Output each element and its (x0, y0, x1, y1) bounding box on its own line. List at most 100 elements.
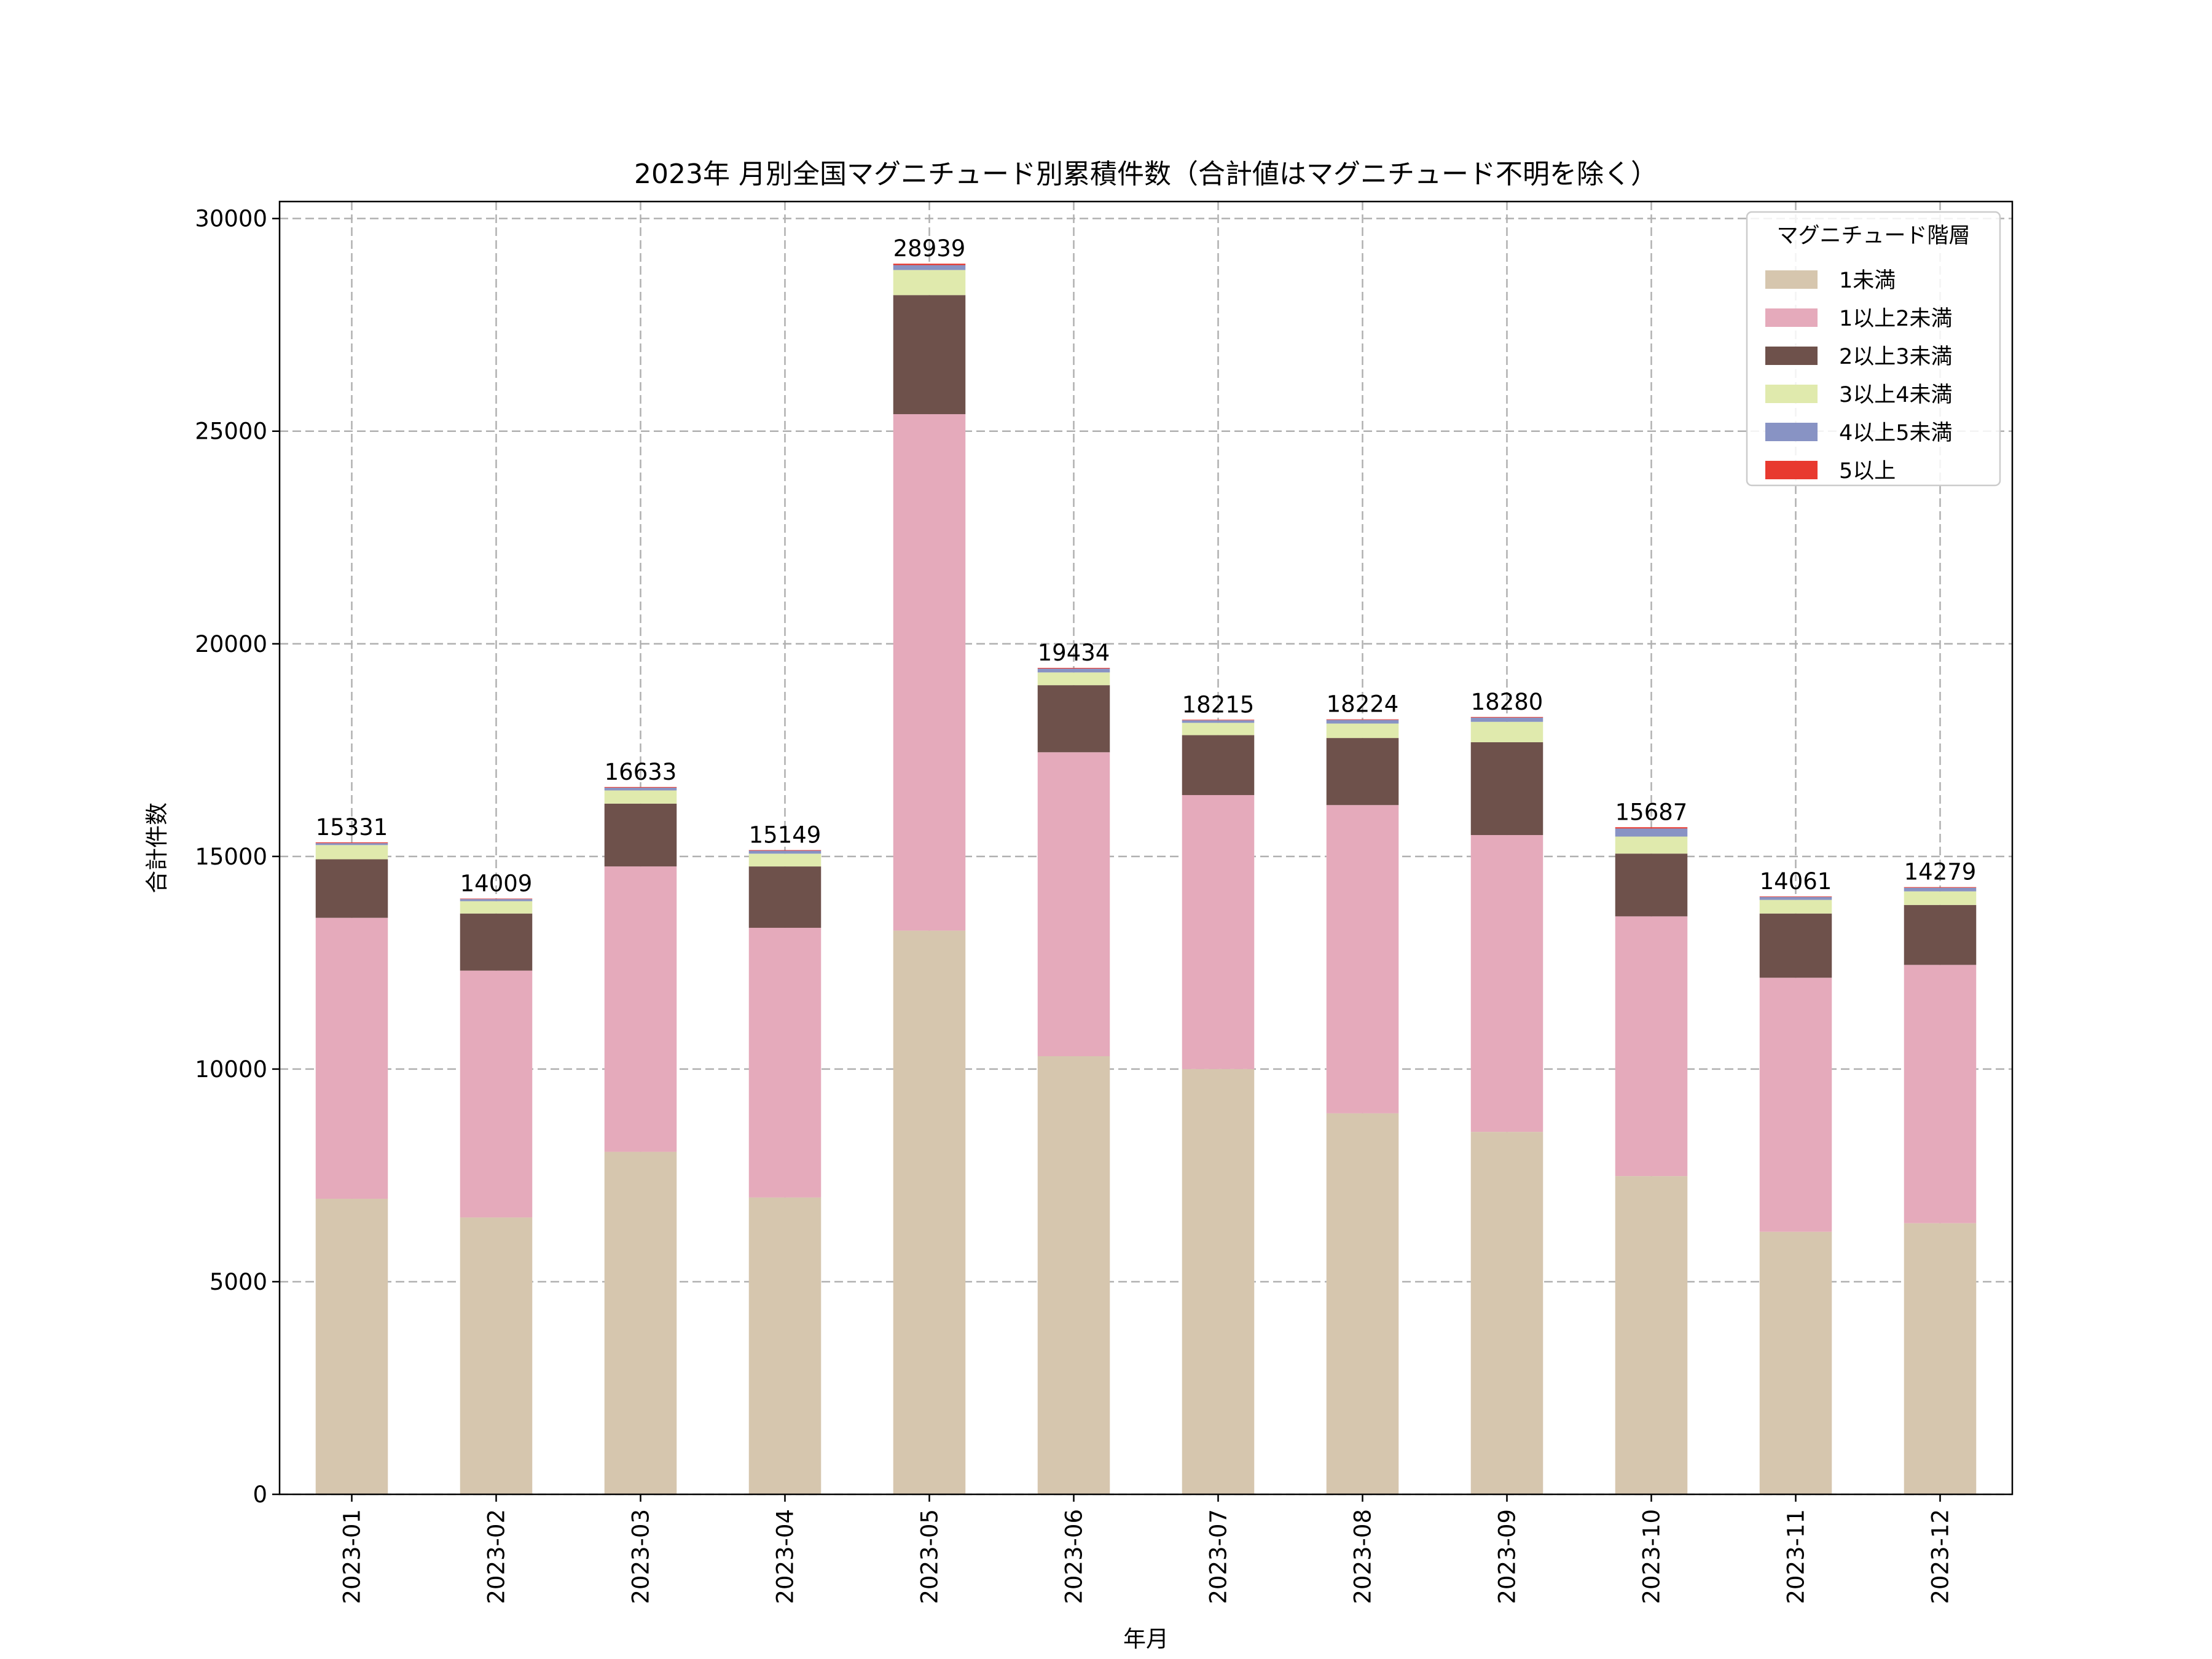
bar-segment (1470, 742, 1543, 836)
bar-segment (1470, 835, 1543, 1132)
bar-segment (1326, 1113, 1399, 1494)
bar-segment (1037, 669, 1110, 673)
legend-swatch (1765, 423, 1818, 441)
y-tick-label: 10000 (195, 1056, 267, 1083)
bar-segment (604, 866, 677, 1152)
bar-segment (1182, 735, 1255, 795)
legend-label: 5以上 (1839, 459, 1896, 484)
x-tick-label: 2023-05 (917, 1509, 943, 1604)
legend-label: 1以上2未満 (1839, 307, 1953, 331)
legend-swatch (1765, 347, 1818, 365)
bar-segment (748, 853, 822, 867)
bar-segment (1759, 1231, 1832, 1494)
bar-segment (748, 866, 822, 928)
legend: マグニチュード階層 1未満 1以上2未満 2以上3未満 3以上4未満 4以上5未満 5以上 (1746, 211, 2001, 487)
bar-segment (1615, 828, 1688, 837)
bar-segment (893, 264, 966, 265)
bar-segment (604, 803, 677, 867)
bar-segment (1904, 1223, 1977, 1494)
bar-segment (1759, 896, 1832, 900)
bar-segment (1326, 723, 1399, 739)
y-tick-label: 25000 (195, 418, 267, 445)
total-label: 18280 (1471, 689, 1543, 715)
bar-segment (460, 899, 533, 901)
bar-segment (1470, 717, 1543, 722)
legend-label: 2以上3未満 (1839, 345, 1953, 369)
bar-segment (1037, 672, 1110, 686)
y-tick-label: 30000 (195, 206, 267, 232)
bar-segment (1037, 685, 1110, 753)
legend-label: 1未満 (1839, 269, 1896, 293)
bar-segment (748, 850, 822, 851)
y-tick-label: 5000 (210, 1269, 267, 1295)
bar-segment (1759, 978, 1832, 1232)
bar-segment (1037, 667, 1110, 669)
bar-segment (1615, 827, 1688, 829)
y-axis-label: 合計件数 (144, 802, 170, 893)
legend-swatch (1765, 270, 1818, 289)
x-tick-label: 2023-06 (1061, 1509, 1088, 1604)
x-tick-label: 2023-01 (339, 1509, 366, 1604)
y-axis: 0 5000 10000 15000 20000 25000 30000 (195, 206, 280, 1508)
bar-segment (893, 414, 966, 931)
legend-swatch (1765, 385, 1818, 403)
bar-segment (1904, 965, 1977, 1223)
bar-segment (1615, 836, 1688, 854)
x-tick-label: 2023-04 (772, 1509, 799, 1604)
x-tick-label: 2023-12 (1928, 1509, 1954, 1604)
x-tick-label: 2023-10 (1639, 1509, 1665, 1604)
bar-segment (893, 270, 966, 296)
x-tick-label: 2023-11 (1783, 1509, 1810, 1604)
bar-segment (1182, 723, 1255, 735)
bar-segment (1904, 904, 1977, 965)
bar-segment (1182, 720, 1255, 723)
bar-segment (893, 930, 966, 1494)
x-axis: 2023-01 2023-02 2023-03 2023-04 2023-05 2023-… (339, 1494, 1954, 1604)
y-tick-label: 20000 (195, 631, 267, 657)
bar-segment (1470, 721, 1543, 743)
bar-segment (1759, 913, 1832, 978)
bar-segment (1326, 738, 1399, 806)
bar-segment (1615, 853, 1688, 917)
bar-segment (1037, 752, 1110, 1056)
x-tick-label: 2023-02 (484, 1509, 510, 1604)
x-tick-label: 2023-03 (628, 1509, 654, 1604)
legend-label: 3以上4未満 (1839, 383, 1953, 407)
bar-segment (893, 265, 966, 270)
bar-segment (315, 843, 388, 845)
bar-segment (604, 786, 677, 788)
bar-segment (748, 850, 822, 854)
bar-segment (1182, 794, 1255, 1069)
bar-segment (1759, 896, 1832, 897)
bar-segment (1904, 891, 1977, 905)
data-labels: 15331 14009 16633 15149 28939 19434 18215 18224… (316, 235, 1977, 896)
total-label: 14009 (460, 870, 533, 896)
bar-segment (604, 787, 677, 791)
y-tick-label: 0 (253, 1481, 267, 1508)
total-label: 15149 (749, 822, 822, 849)
bars (315, 264, 1977, 1494)
total-label: 19434 (1038, 640, 1110, 666)
y-tick-label: 15000 (195, 844, 267, 870)
total-label: 14061 (1760, 868, 1832, 895)
legend-swatch (1765, 308, 1818, 327)
bar-segment (460, 913, 533, 971)
bar-segment (460, 970, 533, 1218)
bar-segment (1615, 1176, 1688, 1494)
bar-segment (1182, 1069, 1255, 1494)
bar-segment (315, 842, 388, 844)
bar-segment (1759, 900, 1832, 914)
x-tick-label: 2023-07 (1206, 1509, 1232, 1604)
bar-segment (893, 295, 966, 415)
bar-segment (1037, 1056, 1110, 1494)
total-label: 15687 (1615, 799, 1688, 825)
bar-segment (748, 1197, 822, 1494)
bar-segment (315, 845, 388, 860)
total-label: 18215 (1182, 691, 1255, 718)
bar-segment (315, 859, 388, 918)
bar-segment (604, 1151, 677, 1494)
bar-segment (315, 1198, 388, 1494)
total-label: 16633 (605, 759, 677, 785)
bar-segment (748, 927, 822, 1198)
bar-segment (1470, 1132, 1543, 1494)
